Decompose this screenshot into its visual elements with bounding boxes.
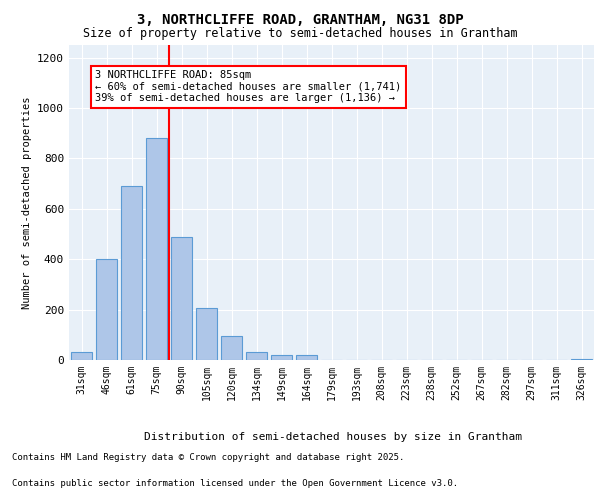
Text: Distribution of semi-detached houses by size in Grantham: Distribution of semi-detached houses by …	[144, 432, 522, 442]
Text: Size of property relative to semi-detached houses in Grantham: Size of property relative to semi-detach…	[83, 28, 517, 40]
Bar	[571, 358, 592, 360]
Bar	[146, 138, 167, 360]
Text: 3 NORTHCLIFFE ROAD: 85sqm
← 60% of semi-detached houses are smaller (1,741)
39% : 3 NORTHCLIFFE ROAD: 85sqm ← 60% of semi-…	[95, 70, 401, 103]
Bar	[196, 308, 217, 360]
Bar	[121, 186, 142, 360]
Bar	[171, 236, 192, 360]
Bar	[296, 355, 317, 360]
Y-axis label: Number of semi-detached properties: Number of semi-detached properties	[22, 96, 32, 308]
Bar	[246, 352, 267, 360]
Text: 3, NORTHCLIFFE ROAD, GRANTHAM, NG31 8DP: 3, NORTHCLIFFE ROAD, GRANTHAM, NG31 8DP	[137, 12, 463, 26]
Text: Contains HM Land Registry data © Crown copyright and database right 2025.: Contains HM Land Registry data © Crown c…	[12, 454, 404, 462]
Text: Contains public sector information licensed under the Open Government Licence v3: Contains public sector information licen…	[12, 478, 458, 488]
Bar	[221, 336, 242, 360]
Bar	[271, 355, 292, 360]
Bar	[96, 259, 117, 360]
Bar	[71, 352, 92, 360]
